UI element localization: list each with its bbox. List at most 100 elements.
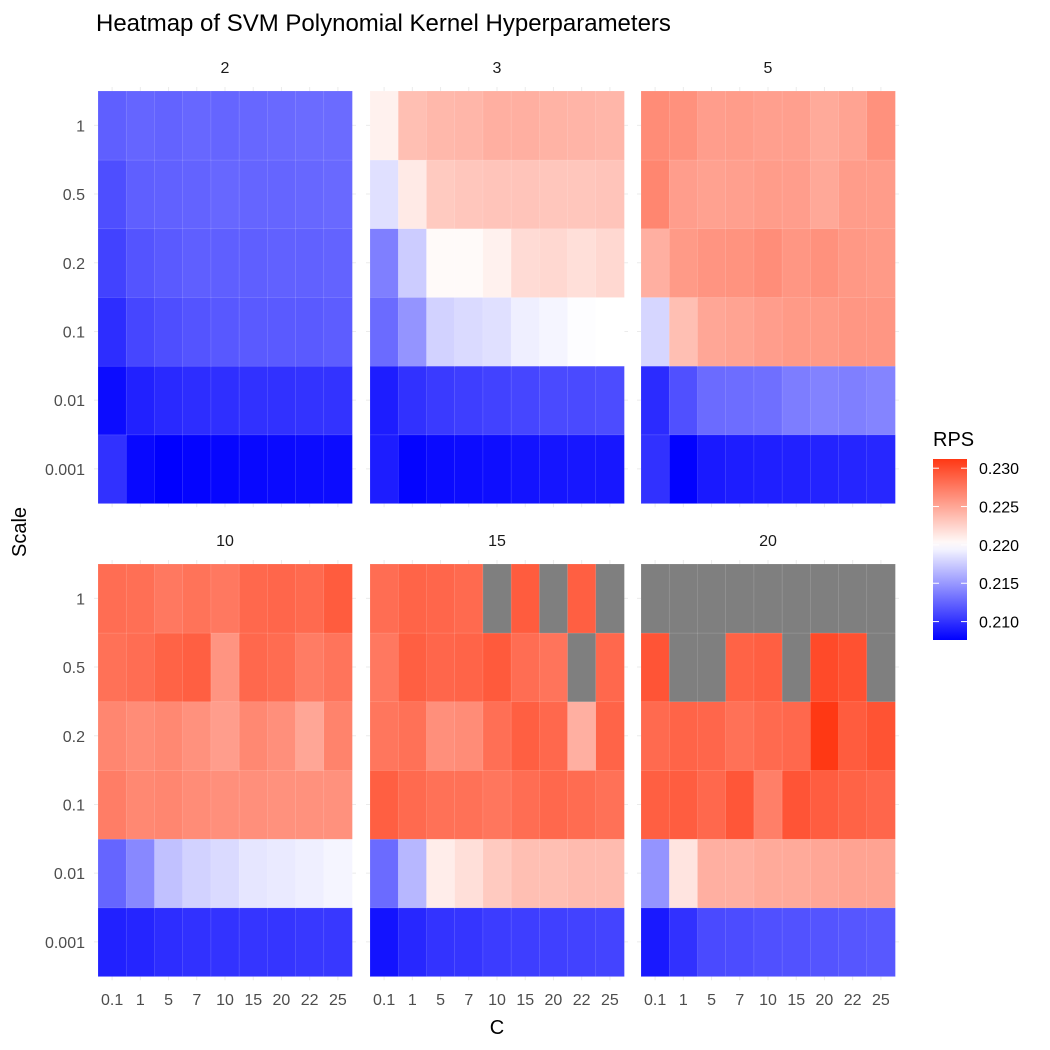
heatmap-cell: C=25, Scale=0.2, RPS=0.2287 — [595, 701, 625, 771]
heatmap-cell: C=20, Scale=0.001, RPS=0.2102 — [267, 907, 297, 977]
heatmap-cell: C=20, Scale=0.01, RPS=0.219 — [267, 838, 297, 909]
heatmap-cell: C=1, Scale=0.1, RPS=0.211 — [125, 296, 156, 367]
heatmap-cell: C=1, Scale=1, RPS=NA — [668, 563, 699, 634]
heatmap-cell: C=1, Scale=0.1, RPS=0.2148 — [397, 296, 428, 367]
heatmap-cell: C=22, Scale=0.001, RPS=0.2087 — [567, 434, 597, 504]
x-tick-label: 22 — [844, 992, 862, 1009]
heatmap-cell: C=25, Scale=0.01, RPS=0.2113 — [595, 365, 625, 436]
x-tick-label: 15 — [787, 992, 805, 1009]
x-tick-label: 0.1 — [373, 992, 395, 1009]
heatmap-cell: C=10, Scale=0.01, RPS=0.2099 — [210, 365, 240, 436]
heatmap-cell: C=10, Scale=0.1, RPS=0.2272 — [753, 769, 783, 840]
heatmap-cell: C=10, Scale=1, RPS=NA — [753, 563, 783, 634]
heatmap-cell: C=7, Scale=1, RPS=0.2279 — [182, 563, 212, 634]
x-tick-label: 0.1 — [644, 992, 666, 1009]
heatmap-cell: C=5, Scale=0.01, RPS=0.2104 — [426, 365, 456, 436]
heatmap-cell: C=1, Scale=0.01, RPS=0.2165 — [397, 838, 428, 909]
heatmap-cell: C=0.1, Scale=0.1, RPS=0.229 — [640, 769, 670, 840]
heatmap-cell: C=25, Scale=1, RPS=0.2241 — [595, 90, 625, 161]
heatmap-cell: C=20, Scale=0.001, RPS=0.2081 — [267, 434, 297, 504]
heatmap-cell: C=0.1, Scale=0.2, RPS=0.2284 — [640, 701, 670, 771]
heatmap-cell: C=1, Scale=0.01, RPS=0.2215 — [668, 838, 699, 909]
heatmap-cell: C=20, Scale=0.1, RPS=0.2285 — [539, 769, 569, 840]
heatmap-cell: C=20, Scale=0.01, RPS=0.21 — [267, 365, 297, 436]
x-tick-label: 7 — [192, 992, 201, 1009]
heatmap-cell: C=15, Scale=0.1, RPS=0.2282 — [510, 769, 540, 840]
heatmap-cell: C=5, Scale=0.5, RPS=0.2288 — [154, 632, 184, 703]
heatmap-cell: C=10, Scale=0.01, RPS=0.213 — [753, 365, 783, 436]
heatmap-cell: C=0.1, Scale=0.01, RPS=0.2128 — [369, 838, 399, 909]
heatmap-cell: C=0.1, Scale=0.001, RPS=0.209 — [369, 434, 399, 504]
y-tick-label: 0.2 — [63, 256, 85, 273]
heatmap-cell: C=22, Scale=1, RPS=NA — [838, 563, 868, 634]
y-tick-label: 0.01 — [54, 393, 85, 410]
facet-strip-label: 2 — [221, 60, 230, 77]
legend: RPS 0.210 0.215 0.220 0.225 0.230 — [933, 429, 1019, 640]
heatmap-cell: C=1, Scale=0.001, RPS=0.21 — [668, 907, 699, 977]
legend-title: RPS — [933, 429, 974, 451]
heatmap-cell: C=22, Scale=1, RPS=0.229 — [567, 563, 597, 634]
heatmap-cell: C=15, Scale=0.01, RPS=0.2248 — [781, 838, 811, 909]
heatmap-cell: C=20, Scale=0.5, RPS=0.2302 — [810, 632, 840, 703]
heatmap-cell: C=10, Scale=0.001, RPS=0.2091 — [753, 434, 783, 504]
facet-panel: 5C=0.1, Scale=0.001, RPS=0.21C=1, Scale=… — [637, 60, 899, 508]
heatmap-cell: C=15, Scale=0.001, RPS=0.2116 — [781, 907, 811, 977]
heatmap-cell: C=22, Scale=0.5, RPS=0.2256 — [838, 159, 868, 230]
heatmap-cell: C=22, Scale=0.001, RPS=0.2108 — [567, 907, 597, 977]
heatmap-cell: C=1, Scale=0.001, RPS=0.2078 — [397, 434, 428, 504]
heatmap-cell: C=5, Scale=0.001, RPS=0.2101 — [426, 907, 456, 977]
x-tick-label: 20 — [545, 992, 563, 1009]
heatmap-cell: C=22, Scale=0.2, RPS=0.2123 — [295, 228, 325, 298]
heatmap-cell: C=0.1, Scale=1, RPS=NA — [640, 563, 670, 634]
heatmap-cell: C=20, Scale=1, RPS=NA — [539, 563, 569, 634]
x-tick-label: 1 — [679, 992, 688, 1009]
y-tick-label: 1 — [76, 591, 85, 608]
y-tick-label: 1 — [76, 118, 85, 135]
heatmap-cell: C=22, Scale=0.001, RPS=0.2094 — [838, 434, 868, 504]
heatmap-cell: C=7, Scale=0.5, RPS=0.2254 — [725, 159, 755, 230]
heatmap-cell: C=22, Scale=0.01, RPS=0.2138 — [838, 365, 868, 436]
x-tick-label: 1 — [136, 992, 145, 1009]
heatmap-cell: C=1, Scale=0.5, RPS=0.2122 — [125, 159, 156, 230]
heatmap-cell: C=20, Scale=0.5, RPS=0.2278 — [539, 632, 569, 703]
heatmap-cell: C=10, Scale=0.1, RPS=0.2185 — [482, 296, 512, 367]
facet-panel: 2 C=0.1, Scale=0.001, RPS=0.21 C=1, Scale=… — [45, 60, 356, 508]
heatmap-cell: C=7, Scale=0.1, RPS=0.2182 — [454, 296, 484, 367]
heatmap-cell: C=20, Scale=1, RPS=0.2286 — [267, 563, 297, 634]
y-tick-label: 0.5 — [63, 187, 85, 204]
heatmap-cell: C=5, Scale=0.5, RPS=0.223 — [426, 159, 456, 230]
heatmap-cell: C=10, Scale=0.001, RPS=0.2101 — [210, 907, 240, 977]
heatmap-cell: C=0.1, Scale=0.001, RPS=0.21 — [97, 434, 127, 504]
heatmap-cell: C=7, Scale=0.01, RPS=0.2106 — [454, 365, 484, 436]
heatmap-cell: C=5, Scale=0.01, RPS=0.221 — [426, 838, 456, 909]
heatmap-cell: C=7, Scale=1, RPS=0.2126 — [182, 90, 212, 161]
heatmap-cell: C=15, Scale=0.01, RPS=0.211 — [510, 365, 540, 436]
heatmap-cell: C=22, Scale=1, RPS=0.2128 — [295, 90, 325, 161]
heatmap-cell: C=0.1, Scale=0.5, RPS=0.2276 — [369, 632, 399, 703]
heatmap-cell: C=1, Scale=1, RPS=0.2236 — [397, 90, 428, 161]
heatmap-cell: C=7, Scale=0.001, RPS=0.21 — [182, 907, 212, 977]
heatmap-cell: C=10, Scale=0.2, RPS=0.2208 — [482, 228, 512, 298]
heatmap-cell: C=1, Scale=0.1, RPS=0.2291 — [668, 769, 699, 840]
heatmap-cell: C=10, Scale=0.2, RPS=0.2284 — [753, 701, 783, 771]
x-tick-label: 10 — [488, 992, 506, 1009]
heatmap-cell: C=15, Scale=0.5, RPS=0.2125 — [238, 159, 268, 230]
chart-title: Heatmap of SVM Polynomial Kernel Hyperpa… — [96, 10, 671, 37]
heatmap-cell: C=5, Scale=1, RPS=0.2286 — [426, 563, 456, 634]
heatmap-cell: C=15, Scale=0.1, RPS=0.2263 — [238, 769, 268, 840]
heatmap-cell: C=1, Scale=0.2, RPS=0.2175 — [397, 228, 428, 298]
heatmap-cell: C=22, Scale=0.001, RPS=0.2118 — [838, 907, 868, 977]
heatmap-cell: C=7, Scale=0.001, RPS=0.209 — [725, 434, 755, 504]
heatmap-cell: C=15, Scale=0.1, RPS=0.2192 — [510, 296, 540, 367]
heatmap-cell: C=15, Scale=0.2, RPS=0.2267 — [238, 701, 268, 771]
heatmap-cell: C=20, Scale=0.2, RPS=0.2262 — [810, 228, 840, 298]
heatmap-cell: C=0.1, Scale=0.2, RPS=0.2245 — [640, 228, 670, 298]
heatmap-cell: C=10, Scale=1, RPS=NA — [482, 563, 512, 634]
heatmap-cell: C=22, Scale=0.1, RPS=0.2283 — [567, 769, 597, 840]
heatmap-cell: C=20, Scale=0.1, RPS=0.2262 — [267, 769, 297, 840]
heatmap-cell: C=25, Scale=0.1, RPS=0.2286 — [866, 769, 896, 840]
heatmap-cell: C=10, Scale=0.5, RPS=0.2233 — [482, 159, 512, 230]
heatmap-cell: C=7, Scale=0.1, RPS=0.2295 — [725, 769, 755, 840]
heatmap-cell: C=5, Scale=1, RPS=NA — [697, 563, 727, 634]
